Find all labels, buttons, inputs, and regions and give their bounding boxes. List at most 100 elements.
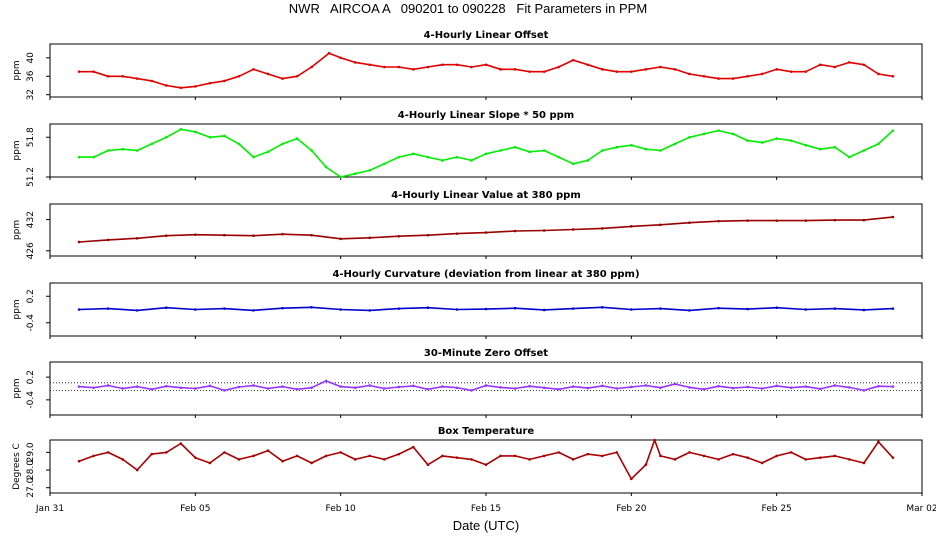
data-point — [237, 385, 241, 389]
data-point — [717, 306, 720, 310]
data-point — [542, 70, 546, 73]
data-point — [266, 72, 270, 76]
data-point — [877, 384, 880, 388]
data-point — [557, 451, 560, 454]
data-point — [688, 451, 691, 454]
data-point — [484, 307, 488, 311]
data-point — [368, 384, 372, 387]
data-point — [659, 307, 662, 310]
data-point — [150, 142, 154, 146]
data-point — [717, 458, 720, 461]
data-point — [382, 387, 386, 390]
data-point — [237, 142, 241, 146]
data-point — [223, 134, 226, 138]
data-point — [644, 147, 648, 151]
data-point — [659, 386, 662, 390]
data-point — [833, 384, 837, 387]
data-point — [353, 172, 357, 175]
data-point — [615, 70, 619, 73]
data-point — [106, 74, 110, 78]
data-point — [513, 145, 517, 149]
data-point — [77, 70, 81, 73]
data-point — [135, 309, 139, 312]
y-axis-label: ppm — [12, 299, 22, 319]
data-point — [542, 308, 546, 312]
data-point — [92, 386, 95, 390]
data-point — [499, 68, 502, 71]
data-point — [135, 77, 139, 80]
data-point — [121, 147, 124, 151]
data-point — [295, 74, 299, 78]
data-point — [891, 307, 895, 310]
data-point — [630, 70, 633, 73]
data-point — [659, 65, 662, 69]
data-point — [513, 229, 517, 233]
y-axis-label: ppm — [12, 220, 22, 240]
data-point — [310, 305, 313, 309]
data-point — [470, 458, 473, 461]
data-point — [571, 58, 575, 62]
data-point — [426, 233, 430, 237]
data-point — [455, 308, 459, 311]
data-point — [194, 130, 197, 134]
data-point — [848, 61, 851, 64]
data-point — [571, 162, 575, 166]
data-point — [586, 386, 590, 390]
data-point — [818, 387, 822, 391]
panel-title: 30-Minute Zero Offset — [424, 348, 548, 359]
data-point — [121, 387, 124, 390]
data-point — [397, 385, 401, 389]
x-tick-label: Feb 25 — [762, 504, 792, 514]
data-point — [775, 454, 778, 458]
data-point — [353, 61, 357, 64]
data-point — [862, 308, 866, 312]
data-point — [295, 137, 299, 140]
data-point — [194, 85, 197, 88]
data-point — [789, 70, 793, 73]
data-point — [862, 149, 866, 152]
data-point — [833, 65, 837, 69]
data-point — [281, 385, 284, 388]
data-point — [327, 51, 331, 55]
y-tick-label: 0.2 — [26, 289, 36, 303]
y-axis-label: Degrees C — [12, 443, 22, 490]
data-point — [223, 79, 226, 83]
data-point — [746, 456, 749, 459]
data-point — [310, 149, 313, 152]
data-point — [426, 306, 430, 310]
data-point — [615, 451, 619, 454]
data-point — [164, 306, 168, 310]
data-point — [862, 389, 866, 392]
data-point — [630, 385, 633, 389]
data-point — [237, 458, 241, 461]
data-point — [150, 452, 154, 456]
data-point — [833, 307, 837, 310]
data-point — [179, 442, 183, 445]
data-point — [818, 147, 822, 151]
data-point — [804, 70, 808, 73]
data-point — [426, 463, 430, 467]
data-point — [746, 307, 749, 311]
data-point — [775, 219, 778, 222]
data-point — [150, 79, 154, 83]
data-point — [499, 454, 502, 458]
y-tick-label: 29.0 — [26, 442, 36, 462]
data-point — [266, 150, 270, 154]
data-point — [688, 221, 691, 225]
data-point — [688, 135, 691, 139]
data-point — [775, 68, 778, 71]
data-point — [106, 307, 110, 310]
data-point — [557, 155, 560, 159]
series-line — [79, 216, 893, 243]
data-point — [775, 306, 778, 310]
data-point — [412, 384, 415, 388]
data-point — [891, 129, 895, 132]
data-point — [194, 456, 197, 459]
data-point — [470, 65, 473, 69]
data-point — [164, 384, 168, 388]
data-point — [455, 63, 459, 67]
data-point — [397, 234, 401, 238]
data-point — [310, 386, 313, 390]
data-point — [106, 384, 110, 387]
data-point — [760, 387, 764, 390]
